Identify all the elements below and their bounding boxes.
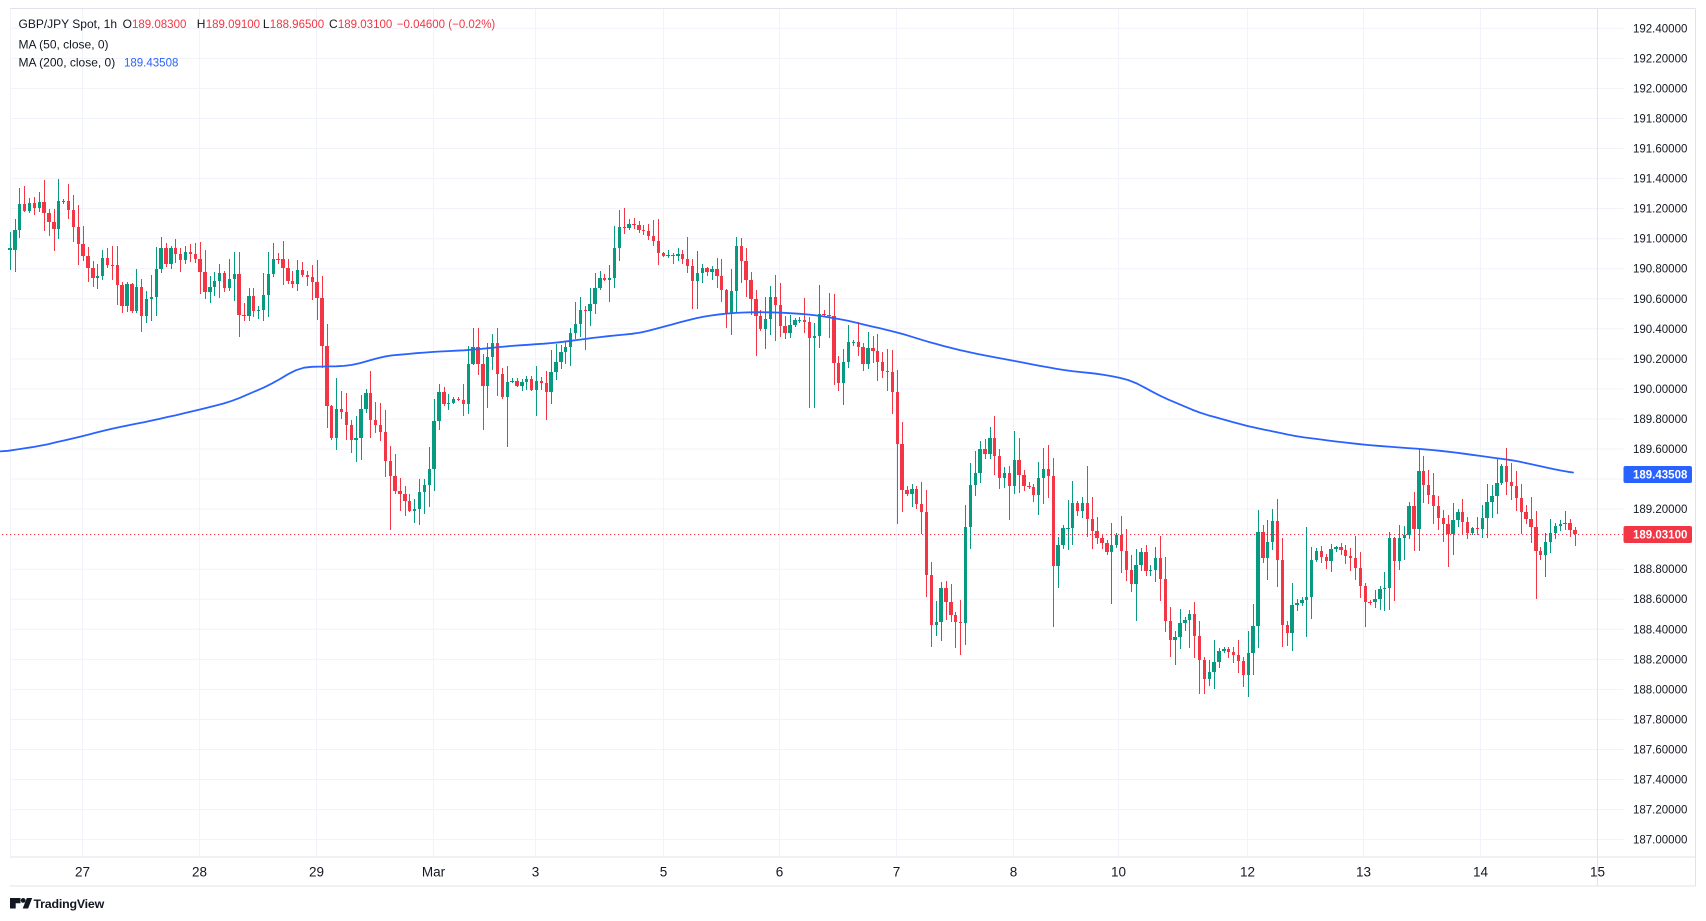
svg-text:190.20000: 190.20000 (1633, 354, 1687, 366)
svg-text:15: 15 (1590, 865, 1605, 880)
svg-text:12: 12 (1240, 865, 1255, 880)
svg-text:188.60000: 188.60000 (1633, 594, 1687, 606)
svg-text:189.03100: 189.03100 (338, 19, 392, 31)
svg-text:29: 29 (309, 865, 324, 880)
svg-text:192.20000: 192.20000 (1633, 53, 1687, 65)
svg-text:Mar: Mar (422, 865, 446, 880)
svg-text:8: 8 (1010, 865, 1018, 880)
svg-text:189.03100: 189.03100 (1633, 530, 1687, 542)
svg-text:188.80000: 188.80000 (1633, 564, 1687, 576)
svg-text:187.20000: 187.20000 (1633, 805, 1687, 817)
svg-text:6: 6 (776, 865, 784, 880)
svg-text:10: 10 (1111, 865, 1126, 880)
svg-text:191.00000: 191.00000 (1633, 234, 1687, 246)
svg-text:190.80000: 190.80000 (1633, 264, 1687, 276)
svg-text:189.09100: 189.09100 (206, 19, 260, 31)
svg-text:MA (200, close, 0): MA (200, close, 0) (19, 56, 116, 70)
svg-text:189.08300: 189.08300 (132, 19, 186, 31)
svg-text:189.20000: 189.20000 (1633, 504, 1687, 516)
svg-text:189.43508: 189.43508 (124, 58, 178, 70)
svg-text:190.00000: 190.00000 (1633, 384, 1687, 396)
svg-text:3: 3 (532, 865, 540, 880)
svg-text:14: 14 (1473, 865, 1489, 880)
svg-text:187.60000: 187.60000 (1633, 745, 1687, 757)
svg-text:191.40000: 191.40000 (1633, 174, 1687, 186)
svg-text:191.20000: 191.20000 (1633, 204, 1687, 216)
svg-text:188.00000: 188.00000 (1633, 684, 1687, 696)
svg-text:28: 28 (192, 865, 207, 880)
svg-text:C: C (329, 17, 338, 31)
svg-text:−0.04600 (−0.02%): −0.04600 (−0.02%) (397, 19, 496, 31)
svg-text:188.20000: 188.20000 (1633, 654, 1687, 666)
svg-text:TradingView: TradingView (34, 897, 105, 911)
svg-text:H: H (197, 17, 206, 31)
svg-text:188.40000: 188.40000 (1633, 624, 1687, 636)
svg-text:190.40000: 190.40000 (1633, 324, 1687, 336)
svg-text:192.00000: 192.00000 (1633, 83, 1687, 95)
svg-text:MA (50, close, 0): MA (50, close, 0) (19, 37, 109, 51)
svg-text:187.00000: 187.00000 (1633, 835, 1687, 847)
svg-text:189.80000: 189.80000 (1633, 414, 1687, 426)
svg-text:7: 7 (893, 865, 901, 880)
svg-text:189.60000: 189.60000 (1633, 444, 1687, 456)
svg-text:L: L (263, 17, 270, 31)
svg-text:189.43508: 189.43508 (1633, 470, 1688, 482)
svg-text:187.40000: 187.40000 (1633, 775, 1687, 787)
svg-text:13: 13 (1356, 865, 1371, 880)
svg-text:190.60000: 190.60000 (1633, 294, 1687, 306)
svg-text:GBP/JPY Spot, 1h: GBP/JPY Spot, 1h (19, 17, 118, 31)
svg-text:O: O (123, 17, 132, 31)
svg-text:192.40000: 192.40000 (1633, 23, 1687, 35)
svg-text:187.80000: 187.80000 (1633, 714, 1687, 726)
svg-text:27: 27 (75, 865, 90, 880)
svg-text:5: 5 (660, 865, 668, 880)
svg-text:191.80000: 191.80000 (1633, 114, 1687, 126)
svg-text:188.96500: 188.96500 (270, 19, 324, 31)
svg-text:191.60000: 191.60000 (1633, 144, 1687, 156)
